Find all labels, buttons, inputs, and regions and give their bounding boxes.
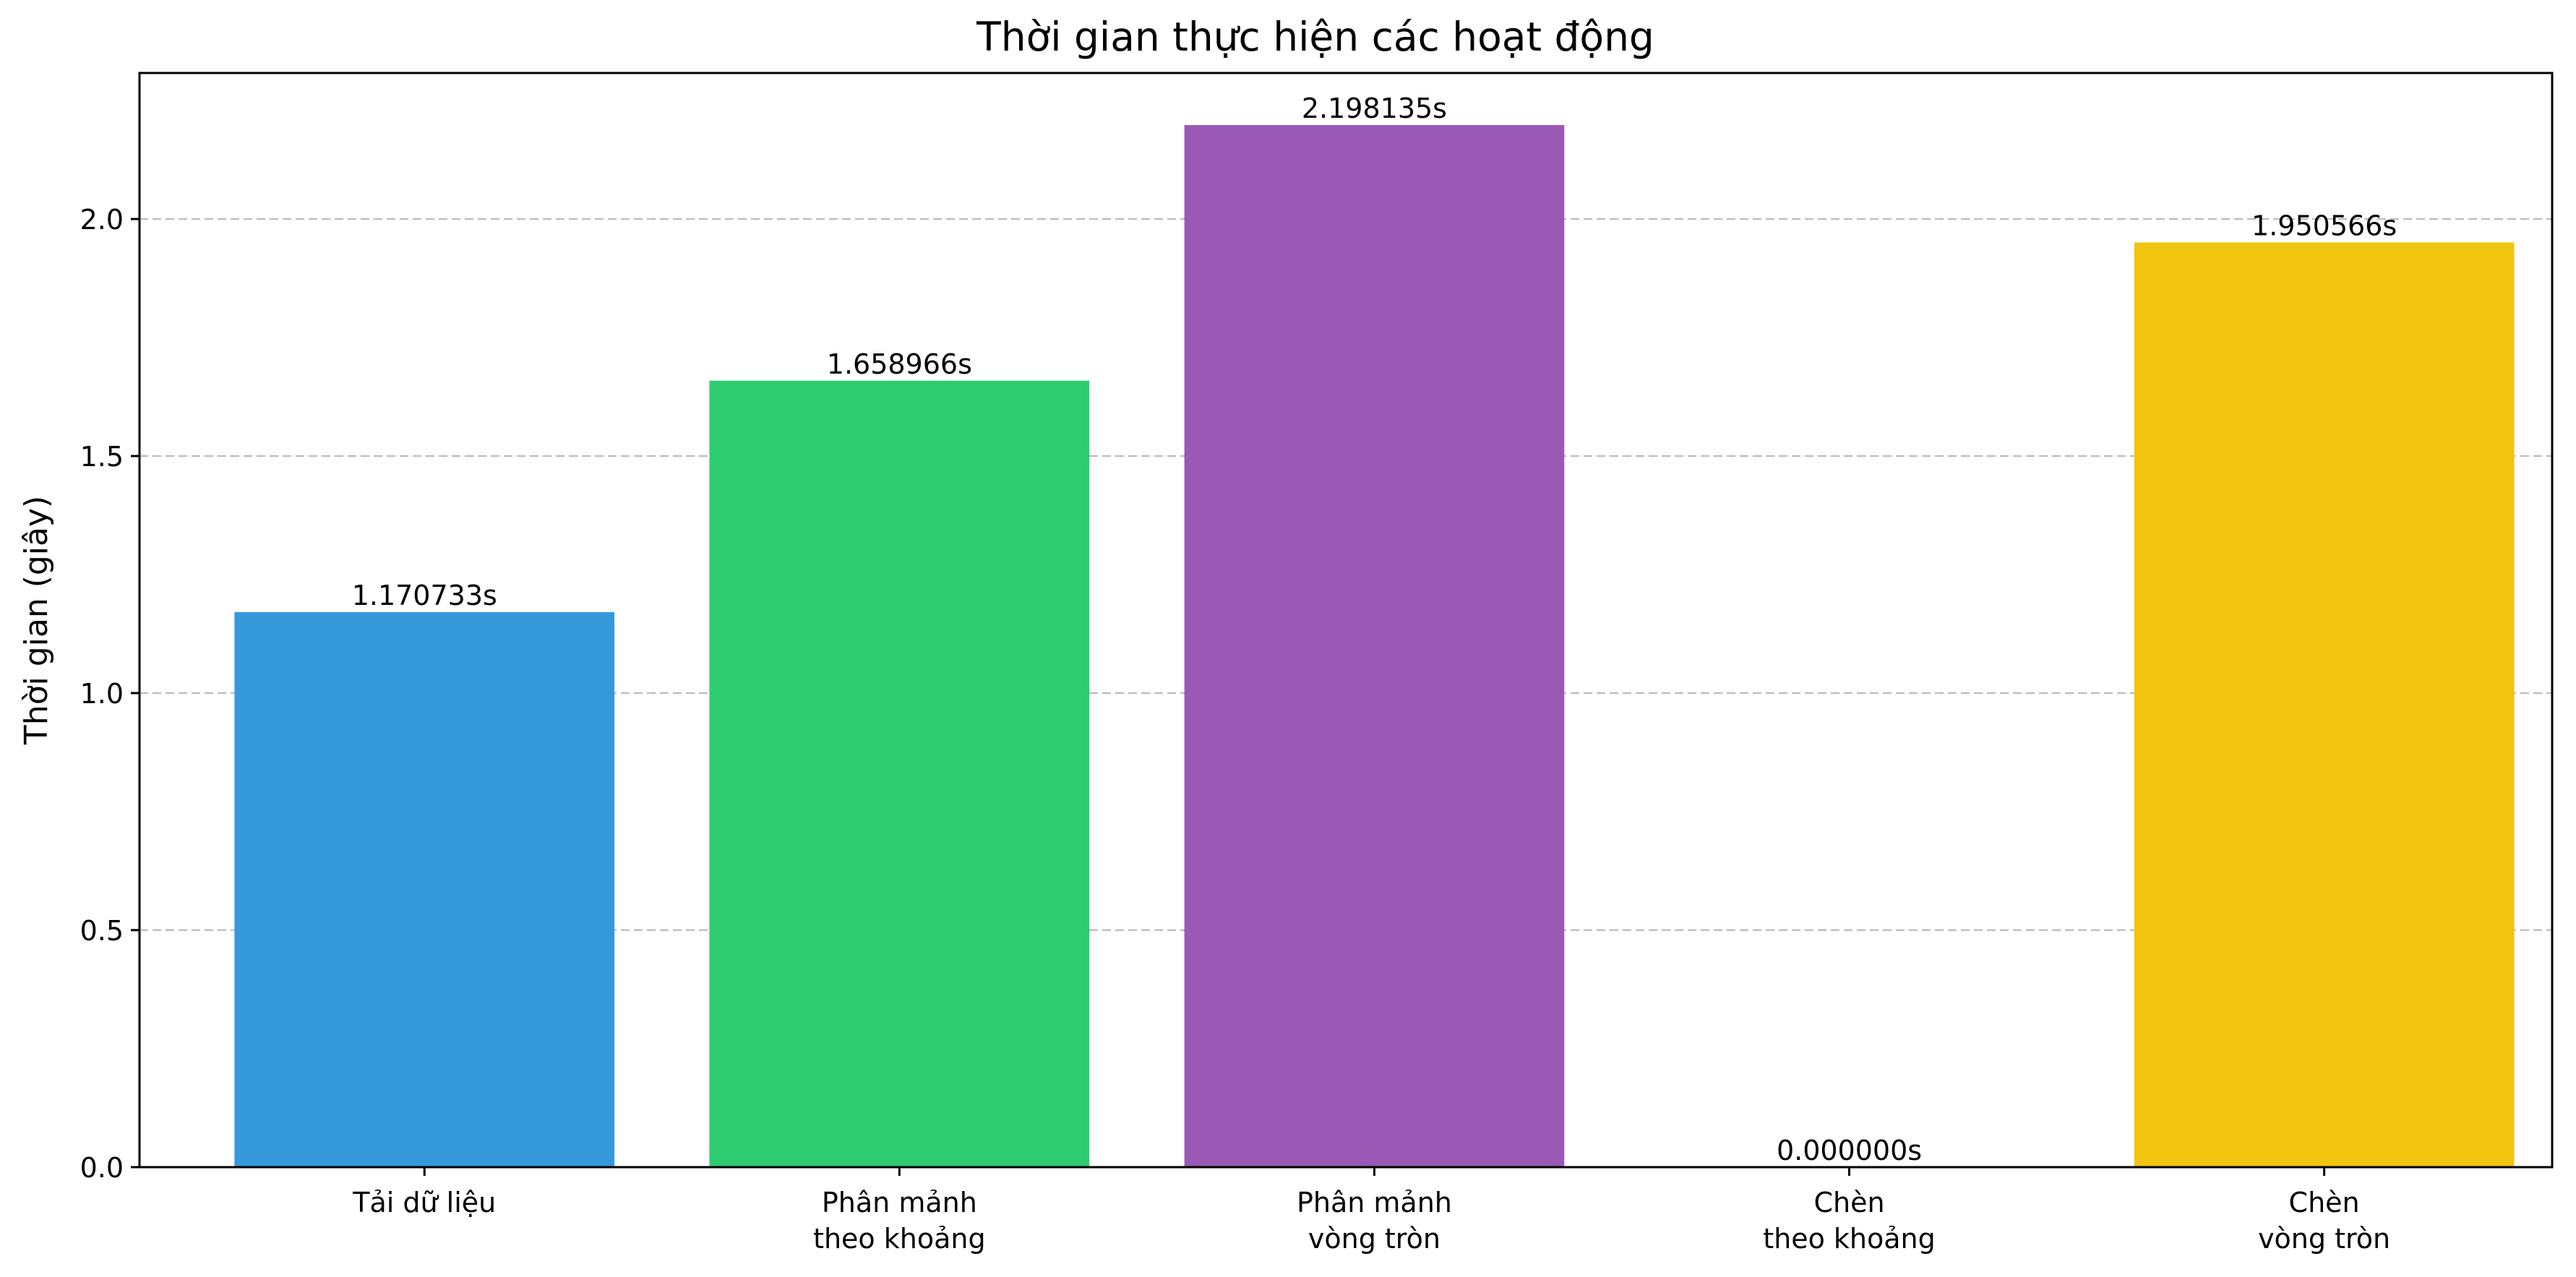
y-tick-label: 0.5 (80, 915, 124, 947)
x-tick-label: Tải dữ liệu (352, 1187, 496, 1218)
bar-value-label: 2.198135s (1302, 93, 1447, 124)
y-axis-label: Thời gian (giây) (18, 496, 55, 745)
x-tick-label: vòng tròn (2258, 1223, 2390, 1255)
x-tick-label: Phân mảnh (822, 1187, 977, 1218)
bar-value-label: 1.170733s (352, 580, 497, 611)
bar (2134, 242, 2515, 1168)
x-tick-label: Phân mảnh (1297, 1187, 1452, 1218)
bar (1184, 125, 1565, 1168)
bar-value-label: 1.658966s (827, 348, 972, 380)
bars (234, 125, 2515, 1168)
x-tick-label: theo khoảng (1763, 1223, 1936, 1255)
y-tick-label: 0.0 (80, 1152, 124, 1184)
x-tick-label: Chèn (2289, 1187, 2360, 1218)
bar (709, 380, 1090, 1167)
bar-value-label: 0.000000s (1777, 1135, 1922, 1166)
x-tick-label: Chèn (1813, 1187, 1884, 1218)
bar (234, 612, 615, 1167)
bar-value-label: 1.950566s (2251, 210, 2397, 241)
y-axis-ticks: 0.0 0.5 1.0 1.5 2.0 (80, 204, 139, 1184)
chart-title: Thời gian thực hiện các hoạt động (976, 14, 1654, 60)
plot-frame (138, 72, 2554, 1169)
y-tick-label: 1.0 (80, 678, 124, 710)
y-tick-label: 2.0 (80, 204, 124, 236)
x-tick-label: vòng tròn (1308, 1223, 1441, 1255)
x-axis-ticks: Tải dữ liệu Phân mảnh theo khoảng Phân mảnh… (352, 1167, 2390, 1255)
x-tick-label: theo khoảng (813, 1223, 986, 1255)
y-tick-label: 1.5 (80, 441, 124, 473)
value-labels: 1.170733s 1.658966s 2.198135s 0.000000s 1.95… (352, 93, 2397, 1166)
